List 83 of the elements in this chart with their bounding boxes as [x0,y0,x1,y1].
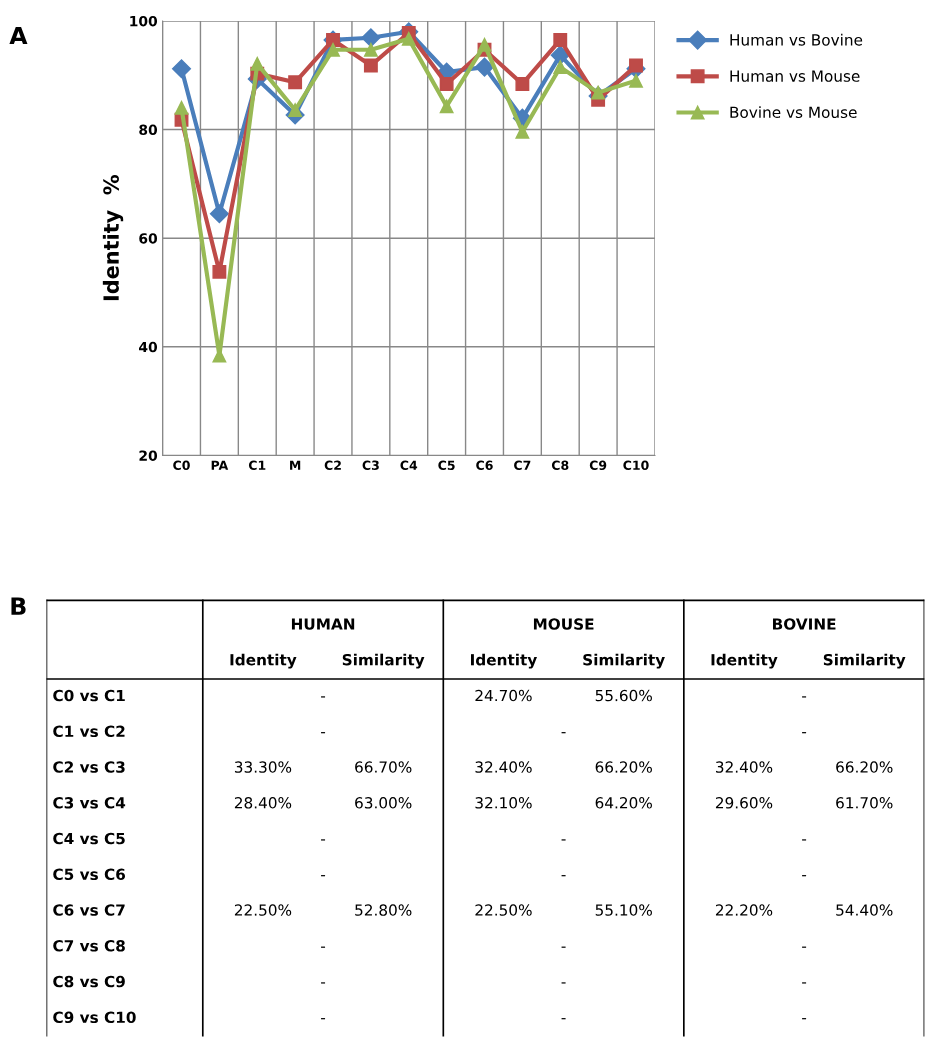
text: - [321,732,326,734]
chart-title: A [9,26,28,45]
text: - [561,875,566,877]
text: - [802,1018,807,1020]
text: 22.50% [475,904,532,916]
x-tick-label: M [290,460,301,470]
legend-label: Human vs Mouse [730,70,860,82]
x-tick-label: Identity [471,653,537,669]
x-tick-label: C9 [589,460,607,470]
text: BOVINE [773,618,836,630]
text: - [802,839,807,841]
x-tick-label: C4 [400,460,418,470]
text: 55.10% [595,904,652,916]
x-tick-label: C5 [438,460,455,470]
text: - [561,732,566,734]
x-tick-label: PA [211,460,229,470]
text: - [802,982,807,984]
text: - [321,1018,326,1020]
text: 61.70% [836,797,893,809]
text: - [802,946,807,948]
y-tick-label: 20 [139,450,158,461]
y-tick-label: 100 [130,15,158,27]
text: 33.30% [234,761,292,773]
text: 52.80% [355,904,412,916]
x-tick-label: C10 [623,460,649,470]
text: 22.20% [715,904,773,916]
y-tick-label: C8 vs C9 [53,975,125,988]
x-tick-label: C2 [324,460,341,470]
legend-label: Human vs Bovine [730,33,863,46]
y-tick-label: 40 [139,341,158,353]
x-tick-label: C0 [173,460,190,470]
text: 54.40% [836,904,893,916]
x-tick-label: Identity [230,653,297,669]
text: - [561,839,566,841]
text: - [802,696,807,698]
y-tick-label: C0 vs C1 [53,689,125,702]
y-axis-title: Identity % [102,175,124,301]
text: 66.70% [355,761,412,773]
y-tick-label: C9 vs C10 [53,1011,136,1024]
y-tick-label: C2 vs C3 [53,761,125,773]
text: 24.70% [475,689,532,702]
x-tick-label: Similarity [583,653,665,669]
y-tick-label: C4 vs C5 [53,832,125,845]
text: 66.20% [595,761,652,773]
text: - [561,946,566,948]
text: 32.10% [475,797,532,809]
text: - [321,696,326,698]
text: 32.40% [716,761,773,773]
text: 63.00% [355,797,412,809]
text: 32.40% [475,761,532,773]
x-tick-label: C3 [362,460,379,470]
x-tick-label: Similarity [342,653,425,669]
text: 29.60% [715,797,773,809]
x-tick-label: C8 [551,460,569,470]
text: 22.50% [234,904,292,916]
text: - [802,875,807,877]
y-tick-label: C1 vs C2 [53,725,125,738]
chart-title: B [11,597,26,615]
y-tick-label: C5 vs C6 [53,868,126,881]
text: 28.40% [234,797,292,809]
text: - [561,1018,566,1020]
x-tick-label: C7 [514,460,531,470]
x-tick-label: C1 [248,460,266,470]
text: - [321,982,326,984]
text: - [321,946,326,948]
text: - [561,982,566,984]
y-tick-label: 60 [139,233,158,244]
y-tick-label: C6 vs C7 [53,904,125,916]
text: - [321,839,326,841]
text: - [321,875,326,877]
x-tick-label: C6 [476,460,493,470]
text: MOUSE [533,618,594,630]
x-tick-label: Identity [711,653,778,669]
y-tick-label: C3 vs C4 [53,797,126,809]
text: 64.20% [595,797,652,809]
x-tick-label: Similarity [823,653,906,669]
y-tick-label: C7 vs C8 [53,940,125,952]
text: 55.60% [595,689,652,702]
text: - [802,732,807,734]
text: 66.20% [836,761,893,773]
y-tick-label: 80 [139,124,158,136]
legend-label: Bovine vs Mouse [730,106,857,119]
text: HUMAN [291,618,355,630]
